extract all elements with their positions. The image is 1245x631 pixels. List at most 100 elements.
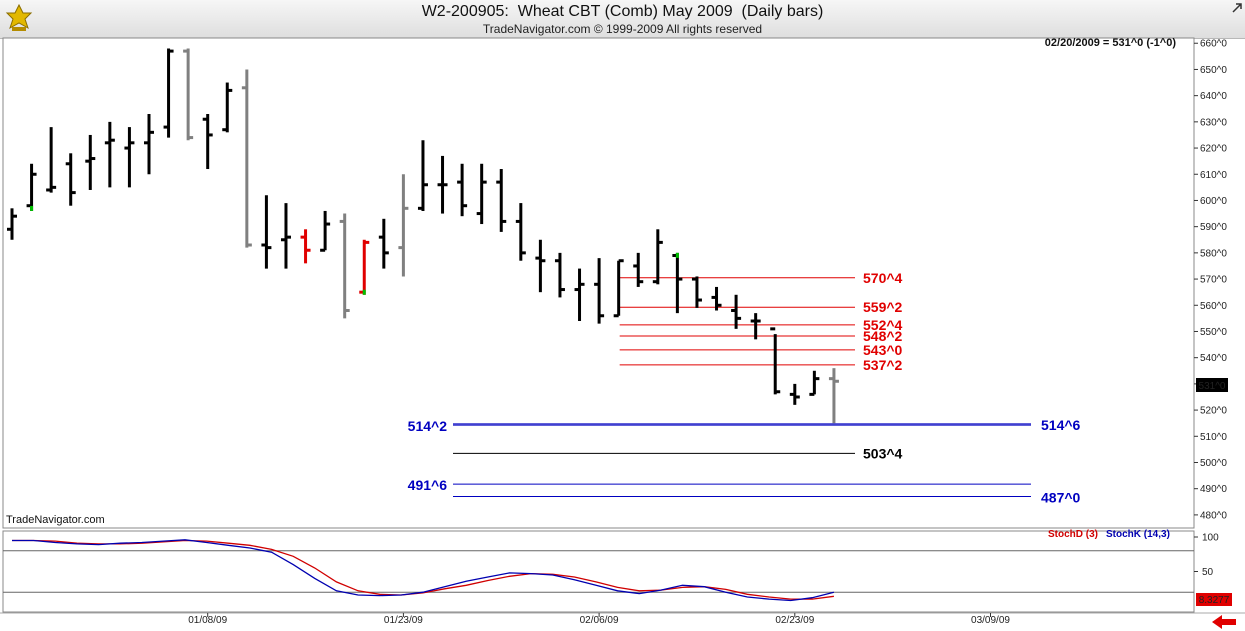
ohlc-bar [417,140,428,211]
ohlc-bar [378,218,389,269]
corner-arrow-icon[interactable] [1232,3,1242,13]
support-label-left: 514^2 [408,418,448,434]
ohlc-bar [809,370,820,396]
ohlc-bar [476,163,487,225]
ohlc-bar [535,239,546,293]
ohlc-bar [143,113,154,175]
ohlc-bar [359,239,370,295]
legend-stochd: StochD (3) [1048,529,1098,540]
date-tick-label: 01/08/09 [188,615,227,626]
ohlc-bar [104,121,115,188]
chart-header: W2-200905: Wheat CBT (Comb) May 2009 (Da… [0,0,1245,39]
neutral-label: 503^4 [863,445,903,461]
chart-title: W2-200905: Wheat CBT (Comb) May 2009 (Da… [421,3,824,20]
ohlc-bar [85,134,96,190]
date-tick-label: 01/23/09 [384,615,423,626]
ohlc-bar [828,368,839,424]
price-tick-label: 490^0 [1200,484,1227,495]
stoch-value-label: 8.3277 [1199,595,1230,606]
ohlc-bar [261,195,272,269]
price-tick-label: 580^0 [1200,248,1227,259]
ohlc-bar [280,203,291,269]
ohlc-bar [398,174,409,277]
ohlc-bar [652,229,663,285]
ohlc-bar [46,127,57,193]
price-readout: 02/20/2009 = 531^0 (-1^0) [1045,37,1177,49]
price-tick-label: 610^0 [1200,170,1227,181]
stoch-value-badge [1196,593,1232,606]
ohlc-bar [691,276,702,308]
green-marker [30,205,34,211]
ohlc-bar [222,82,233,133]
ohlc-bar [574,268,585,321]
ohlc-bar [7,208,17,240]
ohlc-bar [26,163,37,211]
price-bars [7,48,839,424]
ohlc-bar [300,229,311,264]
ohlc-bar [711,286,722,311]
price-tick-label: 550^0 [1200,327,1227,338]
price-tick-label: 600^0 [1200,196,1227,207]
price-tick-label: 640^0 [1200,91,1227,102]
ohlc-bar [241,69,252,248]
scroll-arrow-icon[interactable] [1212,615,1236,629]
green-marker [675,252,679,258]
price-tick-label: 500^0 [1200,458,1227,469]
date-tick-label: 03/09/09 [971,615,1010,626]
date-tick-label: 02/23/09 [775,615,814,626]
support-label-left: 491^6 [408,477,448,493]
stoch-tick-label: 50 [1202,567,1214,578]
ohlc-bar [183,48,194,141]
resistance-label: 559^2 [863,299,903,315]
resistance-label: 570^4 [863,270,903,286]
price-tick-label: 620^0 [1200,144,1227,155]
ohlc-bar [633,252,644,287]
ohlc-bar [457,163,468,217]
ohlc-bar [770,327,781,395]
price-tick-label: 510^0 [1200,432,1227,443]
stochastic-plot-area [2,530,1195,613]
ohlc-bar [750,313,761,340]
ohlc-bar [437,155,448,214]
green-marker [362,289,366,295]
support-label-right: 487^0 [1041,490,1081,506]
resistance-label: 543^0 [863,342,903,358]
chart-subtitle: TradeNavigator.com © 1999-2009 All right… [482,22,763,36]
ohlc-bar [320,210,331,252]
watermark: TradeNavigator.com [6,514,105,526]
ohlc-bar [202,113,213,170]
date-tick-label: 02/06/09 [580,615,619,626]
logo-icon [5,3,33,31]
date-axis: 01/08/09 01/23/09 02/06/09 02/23/09 03/09/09 [188,613,1010,626]
ohlc-bar [65,153,76,206]
ohlc-bar [496,169,507,232]
price-tick-label: 540^0 [1200,353,1227,364]
ohlc-bar [124,127,135,188]
ohlc-bar [789,383,800,405]
stoch-tick-label: 100 [1202,533,1219,544]
ohlc-bar [594,258,605,324]
price-tick-label: 520^0 [1200,406,1227,417]
price-axis: 660^0 650^0 640^0 630^0 620^0 610^0 600^0 590^0… [1194,39,1227,521]
price-tick-label: 480^0 [1200,510,1227,521]
ohlc-bar [731,294,742,329]
ohlc-bar [554,252,565,298]
legend-stochk: StochK (14,3) [1106,529,1170,540]
price-tick-label: 630^0 [1200,117,1227,128]
ohlc-bar [163,48,174,138]
ohlc-bar [613,259,624,318]
price-tick-label: 650^0 [1200,65,1227,76]
resistance-label: 552^4 [863,317,903,333]
last-price-label: 531^0 [1199,381,1226,392]
ohlc-bar [339,213,350,319]
price-tick-label: 570^0 [1200,275,1227,286]
resistance-label: 548^2 [863,328,903,344]
resistance-label: 537^2 [863,357,903,373]
stochk-series-line [12,539,835,602]
last-price-badge [1196,378,1228,392]
support-label-right: 514^6 [1041,417,1081,433]
price-tick-label: 590^0 [1200,222,1227,233]
stochastic-panel: 100 50 [3,533,1219,602]
